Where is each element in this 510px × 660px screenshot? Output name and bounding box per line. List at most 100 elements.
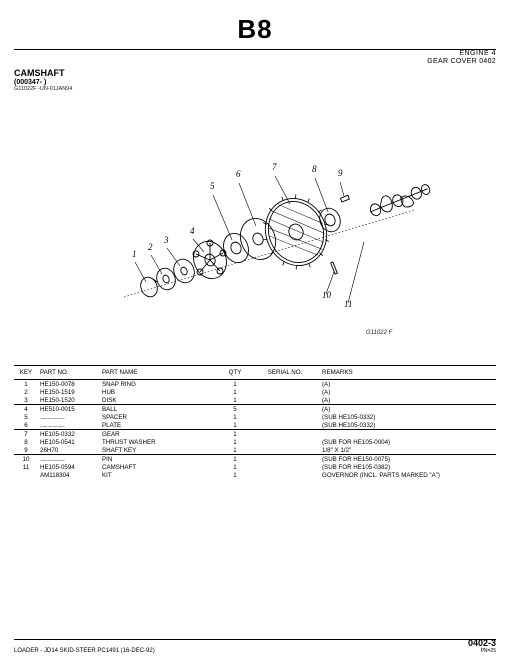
subsection-line: GEAR COVER 0402 [14, 58, 496, 66]
exploded-diagram: 1234567891011 G11022 F [14, 92, 496, 357]
cell-name: PIN [100, 455, 220, 464]
engine-line: ENGINE 4 [14, 50, 496, 58]
cell-qty: 1 [220, 438, 250, 446]
cell-partno: AM118304 [38, 471, 100, 479]
cell-key: 7 [14, 430, 38, 439]
table-row: 11HE105-0594CAMSHAFT1(SUB FOR HE105-0382… [14, 463, 496, 471]
cell-partno: HE510-0015 [38, 405, 100, 414]
cell-name: GEAR [100, 430, 220, 439]
cell-name: KIT [100, 471, 220, 479]
col-name: PART NAME [100, 366, 220, 380]
col-remarks: REMARKS [320, 366, 496, 380]
cell-partno: HE105-0332 [38, 430, 100, 439]
table-row: 5....................SPACER1(SUB HE105-0… [14, 413, 496, 421]
cell-remarks [320, 430, 496, 439]
table-row: AM118304KIT1 GOVERNOR (INCL. PARTS MARKED… [14, 471, 496, 479]
cell-partno: .................... [38, 455, 100, 464]
page-sub-number: PN=25 [468, 648, 496, 654]
footer-left: LOADER - JD14 SKID-STEER PC1491 (16-DEC-… [14, 648, 155, 654]
cell-key: 1 [14, 380, 38, 389]
table-header-row: KEY PART NO. PART NAME QTY SERIAL NO. RE… [14, 366, 496, 380]
cell-serial [250, 446, 320, 454]
col-qty: QTY [220, 366, 250, 380]
serial-range: (000347- ) [14, 79, 496, 86]
cell-serial [250, 430, 320, 439]
cell-qty: 1 [220, 471, 250, 479]
cell-partno: HE150-1519 [38, 388, 100, 396]
cell-key: 5 [14, 413, 38, 421]
cell-qty: 1 [220, 446, 250, 454]
cell-name: BALL [100, 405, 220, 414]
cell-serial [250, 421, 320, 429]
cell-qty: 1 [220, 396, 250, 404]
cell-remarks: (SUB FOR HE105-0004) [320, 438, 496, 446]
callout-5: 5 [210, 181, 215, 191]
cell-key: 10 [14, 455, 38, 464]
table-row: 10....................PIN1 (SUB FOR HE150… [14, 455, 496, 464]
table-row: 926H70SHAFT KEY11/8" X 1/2" [14, 446, 496, 454]
cell-key: 3 [14, 396, 38, 404]
table-row: 4HE510-0015BALL5 (A) [14, 405, 496, 414]
cell-name: SPACER [100, 413, 220, 421]
cell-qty: 1 [220, 388, 250, 396]
callout-10: 10 [322, 290, 332, 300]
cell-qty: 1 [220, 413, 250, 421]
cell-qty: 1 [220, 430, 250, 439]
section-code: B8 [14, 14, 496, 45]
cell-serial [250, 471, 320, 479]
callout-1: 1 [132, 249, 137, 259]
cell-remarks: (A) [320, 405, 496, 414]
header-right: ENGINE 4 GEAR COVER 0402 [14, 50, 496, 66]
cell-serial [250, 455, 320, 464]
cell-name: HUB [100, 388, 220, 396]
callout-4: 4 [190, 226, 195, 236]
cell-serial [250, 405, 320, 414]
cell-key: 11 [14, 463, 38, 471]
cell-key: 4 [14, 405, 38, 414]
cell-serial [250, 463, 320, 471]
cell-name: PLATE [100, 421, 220, 429]
cell-name: THRUST WASHER [100, 438, 220, 446]
cell-remarks: (SUB FOR HE150-0075) [320, 455, 496, 464]
cell-key: 2 [14, 388, 38, 396]
callout-11: 11 [344, 299, 352, 309]
cell-serial [250, 396, 320, 404]
cell-qty: 1 [220, 380, 250, 389]
cell-name: DISK [100, 396, 220, 404]
callout-9: 9 [338, 168, 343, 178]
cell-partno: HE105-0541 [38, 438, 100, 446]
cell-remarks: GOVERNOR (INCL. PARTS MARKED "A") [320, 471, 496, 479]
table-row: 1HE150-0078SNAP RING1(A) [14, 380, 496, 389]
cell-partno: HE150-1520 [38, 396, 100, 404]
cell-serial [250, 438, 320, 446]
page-footer: LOADER - JD14 SKID-STEER PC1491 (16-DEC-… [14, 639, 496, 654]
table-row: 2HE150-1519HUB1 (A) [14, 388, 496, 396]
cell-serial [250, 380, 320, 389]
page-number: 0402-3 [468, 639, 496, 648]
col-partno: PART NO. [38, 366, 100, 380]
cell-remarks: (A) [320, 396, 496, 404]
cell-partno: 26H70 [38, 446, 100, 454]
callout-3: 3 [163, 235, 169, 245]
callout-7: 7 [272, 162, 277, 172]
table-row: 8HE105-0541THRUST WASHER1 (SUB FOR HE105-… [14, 438, 496, 446]
cell-serial [250, 388, 320, 396]
cell-partno: HE150-0078 [38, 380, 100, 389]
cell-qty: 1 [220, 455, 250, 464]
cell-serial [250, 413, 320, 421]
cell-qty: 5 [220, 405, 250, 414]
cell-name: CAMSHAFT [100, 463, 220, 471]
callout-6: 6 [236, 169, 241, 179]
cell-remarks: (A) [320, 388, 496, 396]
callout-8: 8 [312, 164, 317, 174]
figure-ref: G11022 F [366, 330, 392, 336]
cell-key: 8 [14, 438, 38, 446]
cell-key [14, 471, 38, 479]
cell-qty: 1 [220, 463, 250, 471]
cell-partno: .................... [38, 413, 100, 421]
cell-remarks: (A) [320, 380, 496, 389]
table-row: 3HE150-1520DISK1 (A) [14, 396, 496, 404]
table-row: 7HE105-0332GEAR1 [14, 430, 496, 439]
cell-partno: .................... [38, 421, 100, 429]
cell-partno: HE105-0594 [38, 463, 100, 471]
